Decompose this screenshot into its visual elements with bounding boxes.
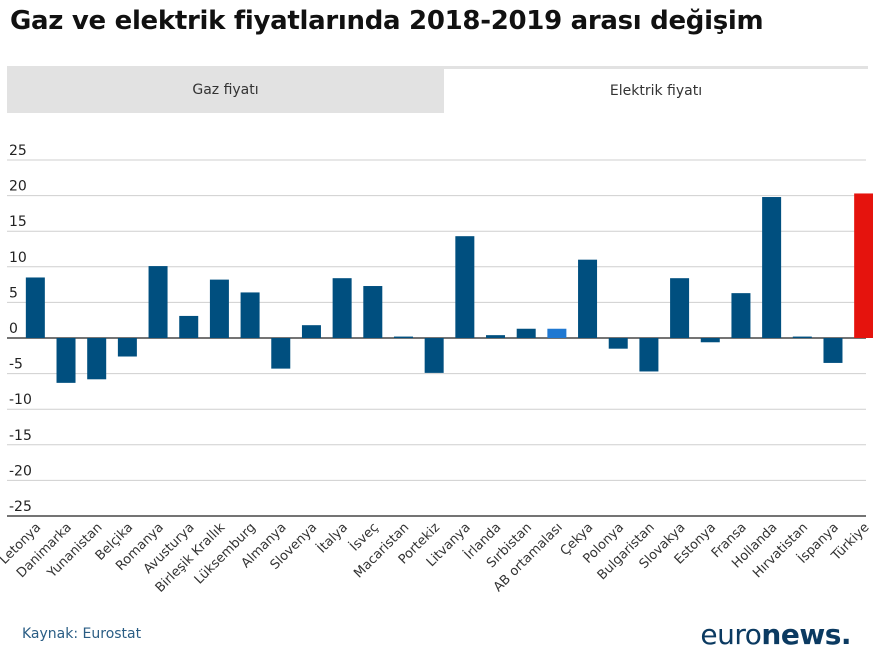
bar — [516, 328, 536, 338]
y-tick-label: -15 — [9, 428, 32, 444]
bar — [148, 266, 168, 338]
y-tick-label: -5 — [9, 357, 23, 373]
y-tick-label: 0 — [9, 321, 18, 337]
bar — [670, 278, 690, 338]
bar — [332, 278, 352, 338]
chart-title: Gaz ve elektrik fiyatlarında 2018-2019 a… — [10, 6, 764, 36]
bar — [56, 338, 76, 383]
y-tick-label: -20 — [9, 463, 32, 479]
bar — [209, 279, 229, 338]
y-tick-label: 15 — [9, 214, 27, 230]
bar — [424, 338, 444, 373]
bar — [639, 338, 659, 372]
bar — [393, 336, 413, 339]
bar — [455, 236, 475, 338]
x-tick-label: İtalya — [314, 520, 351, 557]
bar — [301, 325, 321, 338]
logo-text-news: news. — [761, 618, 851, 651]
y-tick-label: 25 — [9, 143, 27, 159]
tab-gaz-fiyati[interactable]: Gaz fiyatı — [7, 66, 444, 113]
bar — [547, 328, 567, 338]
bar — [363, 286, 383, 338]
bar — [731, 293, 751, 338]
bar — [25, 277, 45, 338]
y-tick-label: 20 — [9, 179, 27, 195]
bar — [240, 292, 260, 338]
source-note: Kaynak: Eurostat — [22, 626, 142, 642]
bar — [792, 336, 812, 339]
bar — [486, 335, 506, 338]
bar — [179, 315, 199, 338]
bar — [87, 338, 107, 380]
bar — [271, 338, 291, 369]
tab-bar: Gaz fiyatı Elektrik fiyatı — [7, 66, 868, 113]
y-tick-label: 5 — [9, 285, 18, 301]
bar — [700, 338, 720, 343]
bar — [762, 197, 782, 338]
y-tick-label: -10 — [9, 392, 32, 408]
euronews-logo: euronews. — [700, 618, 851, 651]
y-tick-label: 10 — [9, 250, 27, 266]
bar — [823, 338, 843, 363]
y-tick-label: -25 — [9, 499, 32, 515]
tab-elektrik-fiyati[interactable]: Elektrik fiyatı — [444, 66, 868, 113]
logo-text-euro: euro — [700, 618, 762, 651]
bar — [117, 338, 137, 357]
bar — [854, 193, 873, 338]
bar — [578, 259, 598, 338]
bar — [608, 338, 628, 349]
